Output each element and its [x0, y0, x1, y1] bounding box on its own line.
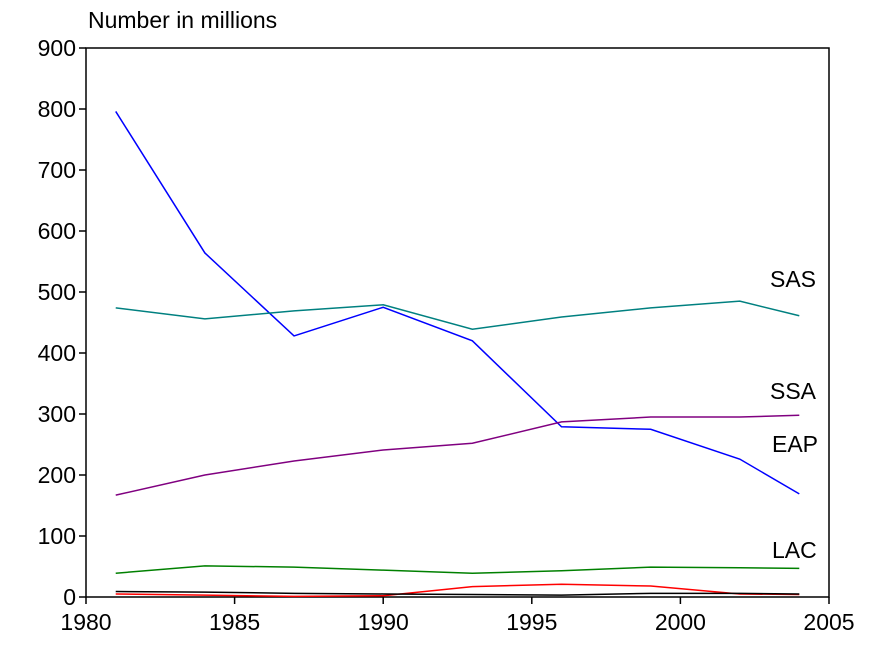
y-tick-label: 200: [38, 462, 76, 488]
x-tick-label: 1990: [358, 609, 409, 635]
x-tick-label: 2000: [655, 609, 706, 635]
x-tick-label: 1995: [506, 609, 557, 635]
y-tick-label: 100: [38, 523, 76, 549]
series-line: [115, 565, 800, 574]
y-tick-label: 800: [38, 96, 76, 122]
y-tick-label: 700: [38, 157, 76, 183]
y-tick-label: 500: [38, 279, 76, 305]
series-line: [115, 414, 800, 496]
series-label: SAS: [770, 266, 816, 292]
y-tick-label: 300: [38, 401, 76, 427]
series-line: [115, 583, 800, 598]
y-tick-label: 900: [38, 35, 76, 61]
series-line: [115, 590, 800, 596]
series-label: SSA: [770, 378, 817, 404]
x-tick-label: 2005: [803, 609, 854, 635]
plot-frame: [85, 47, 830, 598]
x-tick-label: 1985: [209, 609, 260, 635]
series-label: EAP: [772, 431, 818, 457]
y-tick-label: 0: [63, 584, 76, 610]
y-tick-label: 600: [38, 218, 76, 244]
series-label: LAC: [772, 537, 817, 563]
series-line: [115, 111, 800, 495]
y-axis-label: Number in millions: [88, 7, 277, 33]
series-line: [115, 300, 800, 330]
y-tick-label: 400: [38, 340, 76, 366]
x-tick-label: 1980: [60, 609, 111, 635]
